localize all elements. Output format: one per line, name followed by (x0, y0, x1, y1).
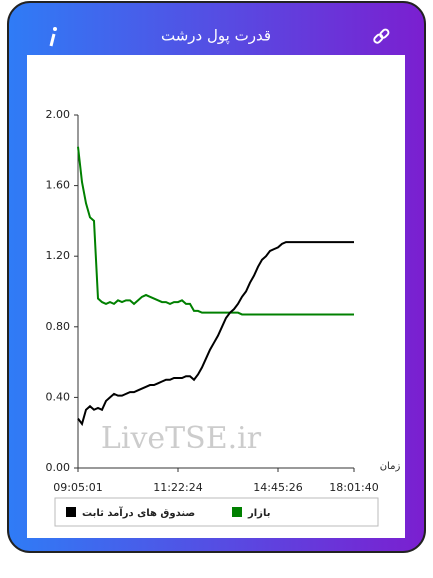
y-tick-label: 0.80 (46, 320, 71, 333)
legend-swatch (232, 507, 242, 517)
line (77, 241, 354, 427)
info-icon[interactable] (49, 27, 57, 47)
y-tick-label: 2.00 (46, 108, 71, 121)
y-tick-label: 0.00 (46, 461, 71, 474)
legend-swatch (66, 507, 76, 517)
legend-label: بازار (247, 508, 270, 519)
link-icon[interactable] (373, 28, 390, 44)
header-title: قدرت پول درشت (161, 27, 271, 46)
line (77, 146, 354, 316)
x-tick-label: 14:45:26 (253, 481, 302, 494)
panel (27, 55, 405, 538)
legend-label: صندوق های درآمد ثابت (82, 506, 195, 519)
x-tick-label: 09:05:01 (53, 481, 102, 494)
x-tick-label: 18:01:40 (329, 481, 378, 494)
x-tick-label: 11:22:24 (153, 481, 202, 494)
y-tick-label: 1.20 (46, 249, 71, 262)
x-axis-label: زمان (380, 461, 401, 472)
y-tick-label: 1.60 (46, 179, 71, 192)
watermark: LiveTSE.ir (101, 421, 262, 456)
y-tick-label: 0.40 (46, 390, 71, 403)
legend (54, 497, 379, 527)
